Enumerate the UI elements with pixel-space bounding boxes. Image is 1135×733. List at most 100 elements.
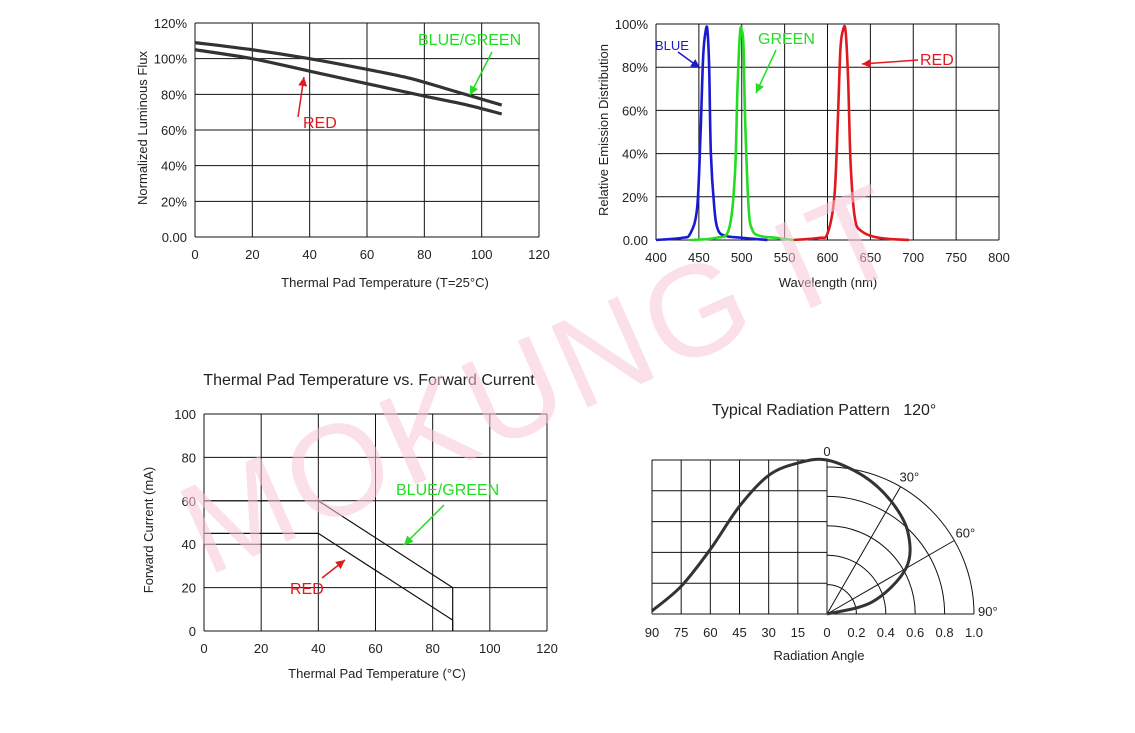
derating-tick-labels: 0 20 40 60 80 100 120 0 20 40 60 80 100 <box>174 407 558 656</box>
x-tick-label: 60 <box>368 641 382 656</box>
spectrum-grid <box>655 23 1000 241</box>
x-tick-label: 450 <box>688 250 710 265</box>
y-tick-label: 20% <box>161 194 187 209</box>
series-line-blue-green <box>194 41 503 107</box>
rad-left-tick: 75 <box>674 625 688 640</box>
rad-grid-spoke <box>826 540 955 615</box>
x-tick-label: 120 <box>528 247 550 262</box>
x-tick-label: 80 <box>425 641 439 656</box>
spectrum-ylabel: Relative Emission Distribution <box>596 44 611 216</box>
x-tick-label: 40 <box>311 641 325 656</box>
rad-angle-label: 0 <box>823 444 830 459</box>
series-line-red <box>204 532 454 631</box>
derating-title: Thermal Pad Temperature vs. Forward Curr… <box>203 372 535 389</box>
x-tick-label: 800 <box>988 250 1010 265</box>
forward-current-derating-chart: Thermal Pad Temperature vs. Forward Curr… <box>141 372 558 681</box>
x-tick-label: 20 <box>254 641 268 656</box>
flux-series <box>194 41 503 116</box>
flux-ylabel: Normalized Luminous Flux <box>135 51 150 205</box>
spectrum-red-arrow <box>861 58 919 68</box>
radiation-title: Typical Radiation Pattern 120° <box>712 402 936 419</box>
rad-left-tick: 30 <box>761 625 775 640</box>
spectrum-blue-arrow <box>677 51 701 69</box>
x-tick-label: 600 <box>817 250 839 265</box>
flux-bluegreen-arrow <box>469 51 493 96</box>
y-tick-label: 0 <box>189 624 196 639</box>
flux-red-arrow <box>297 76 308 118</box>
y-tick-label: 0.00 <box>162 230 187 245</box>
y-tick-label: 60 <box>182 494 196 509</box>
x-tick-label: 0 <box>200 641 207 656</box>
y-tick-label: 80 <box>182 450 196 465</box>
spectrum-green-arrow <box>755 49 777 94</box>
spectrum-red-label: RED <box>920 52 954 69</box>
y-tick-label: 60% <box>622 103 648 118</box>
spectrum-blue-label: BLUE <box>655 38 689 53</box>
rad-grid-arc <box>826 554 887 615</box>
series-line-red <box>194 48 503 116</box>
rad-right-tick: 1.0 <box>965 625 983 640</box>
radiation-series <box>651 457 912 616</box>
luminous-flux-chart: 0 20 40 60 80 100 1200.0020%40%60%80%100%120% … <box>135 16 550 290</box>
rad-angle-label: 30° <box>900 469 920 484</box>
series-line-green <box>690 25 794 242</box>
derating-bluegreen-label: BLUE/GREEN <box>396 482 499 499</box>
radiation-xlabel: Radiation Angle <box>773 648 864 663</box>
rad-grid-arc <box>826 495 946 615</box>
flux-xlabel: Thermal Pad Temperature (T=25°C) <box>281 275 489 290</box>
rad-left-tick: 0 <box>823 625 830 640</box>
flux-bluegreen-label: BLUE/GREEN <box>418 32 521 49</box>
rad-angle-label: 90° <box>978 604 998 619</box>
flux-grid <box>194 22 540 238</box>
y-tick-label: 80% <box>161 87 187 102</box>
x-tick-label: 500 <box>731 250 753 265</box>
x-tick-label: 400 <box>645 250 667 265</box>
x-tick-label: 750 <box>945 250 967 265</box>
derating-bluegreen-arrow <box>403 504 445 546</box>
y-tick-label: 120% <box>154 16 188 31</box>
rad-grid-arc <box>826 466 975 615</box>
emission-spectrum-chart: 400 450 500 550 600 650 700 750 800 0.00 20% 40% 60%… <box>596 17 1010 290</box>
derating-xlabel: Thermal Pad Temperature (°C) <box>288 666 466 681</box>
radiation-pattern-curve <box>651 457 912 616</box>
x-tick-label: 40 <box>302 247 316 262</box>
derating-red-arrow <box>321 559 346 579</box>
y-tick-label: 100 <box>174 407 196 422</box>
derating-ylabel: Forward Current (mA) <box>141 467 156 593</box>
derating-red-label: RED <box>290 581 324 598</box>
x-tick-label: 700 <box>902 250 924 265</box>
y-tick-label: 60% <box>161 123 187 138</box>
spectrum-series <box>655 24 910 242</box>
y-tick-label: 100% <box>154 52 188 67</box>
rad-left-tick: 45 <box>732 625 746 640</box>
radiation-pattern-chart: Typical Radiation Pattern 120° 90 75 60 45 3… <box>645 402 998 663</box>
x-tick-label: 120 <box>536 641 558 656</box>
x-tick-label: 0 <box>191 247 198 262</box>
spectrum-green-label: GREEN <box>758 31 815 48</box>
x-tick-label: 80 <box>417 247 431 262</box>
rad-right-tick: 0.2 <box>847 625 865 640</box>
y-tick-label: 80% <box>622 60 648 75</box>
y-tick-label: 40% <box>161 159 187 174</box>
y-tick-label: 40% <box>622 147 648 162</box>
y-tick-label: 20% <box>622 190 648 205</box>
rad-grid-arc <box>826 525 916 615</box>
rad-left-tick: 60 <box>703 625 717 640</box>
y-tick-label: 100% <box>615 17 649 32</box>
y-tick-label: 40 <box>182 537 196 552</box>
x-tick-label: 100 <box>471 247 493 262</box>
series-line-blue-green <box>204 500 454 631</box>
series-line-blue <box>655 25 768 242</box>
flux-red-label: RED <box>303 115 337 132</box>
rad-right-tick: 0.6 <box>906 625 924 640</box>
rad-right-tick: 0.4 <box>877 625 895 640</box>
rad-angle-label: 60° <box>956 526 976 541</box>
y-tick-label: 0.00 <box>623 233 648 248</box>
radiation-tick-labels: 90 75 60 45 30 15 0 0.2 0.4 0.6 0.8 1.0 0 30° 60° 90° <box>645 444 998 640</box>
spectrum-tick-labels: 400 450 500 550 600 650 700 750 800 0.00 20% 40% 60%… <box>615 17 1010 265</box>
radiation-grid <box>651 459 975 615</box>
x-tick-label: 20 <box>245 247 259 262</box>
y-tick-label: 20 <box>182 581 196 596</box>
x-tick-label: 550 <box>774 250 796 265</box>
